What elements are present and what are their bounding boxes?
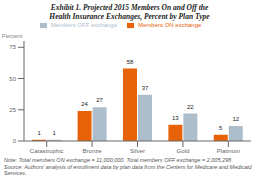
svg-text:22: 22 [187, 104, 194, 110]
svg-text:5: 5 [219, 125, 223, 131]
svg-text:0: 0 [13, 138, 17, 144]
html-text:Exhibit 1. Projected 2015 Memb: Exhibit 1. Projected 2015 Members On and… [50, 3, 209, 12]
svg-text:24: 24 [81, 101, 88, 107]
svg-text:13: 13 [172, 115, 179, 121]
html-text:Source: Authors' analysis of e: Source: Authors' analysis of enrollment … [4, 163, 252, 176]
html-text:Members ON exchange: Members ON exchange [138, 22, 202, 28]
html-text:Note: Total members ON exchang: Note: Total members ON exchange = 11,000… [4, 157, 233, 163]
html-text:Health Insurance Exchanges, Pe: Health Insurance Exchanges, Percent by P… [49, 12, 210, 21]
svg-text:Catastrophic: Catastrophic [30, 148, 64, 154]
svg-text:Gold: Gold [177, 148, 190, 154]
html-text:Members OFF exchange: Members OFF exchange [50, 22, 117, 28]
svg-text:75: 75 [9, 44, 16, 50]
svg-text:12: 12 [232, 116, 239, 122]
svg-text:37: 37 [142, 85, 149, 91]
svg-text:25: 25 [9, 107, 16, 113]
svg-text:Silver: Silver [130, 148, 145, 154]
svg-text:58: 58 [127, 59, 134, 65]
svg-text:50: 50 [9, 76, 16, 82]
svg-text:Bronze: Bronze [83, 148, 103, 154]
svg-text:1: 1 [38, 130, 42, 136]
svg-text:27: 27 [96, 97, 103, 103]
svg-text:1: 1 [53, 130, 57, 136]
svg-text:Percent: Percent [8, 33, 23, 39]
svg-text:Platinum: Platinum [217, 148, 240, 154]
